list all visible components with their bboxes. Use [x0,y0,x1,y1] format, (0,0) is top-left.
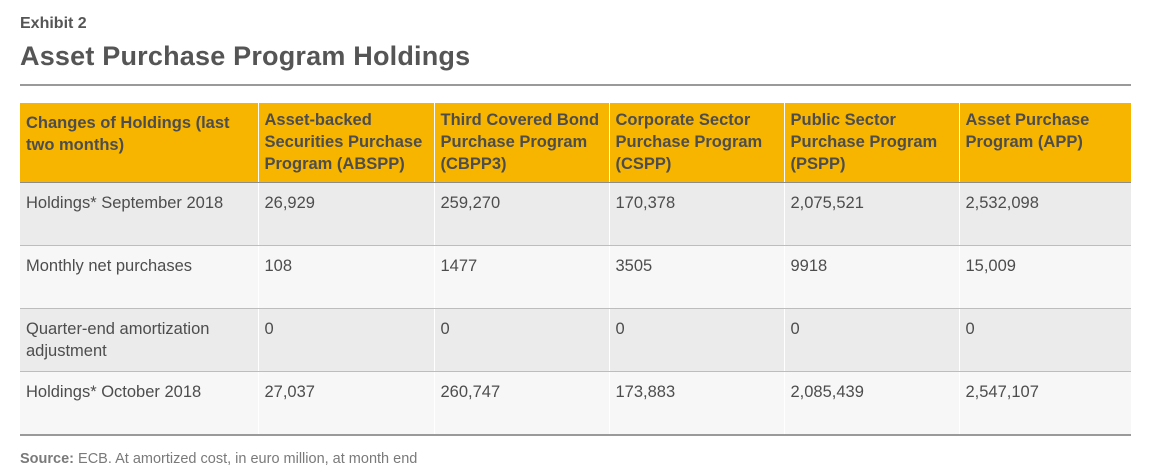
table-cell: 9918 [783,245,959,309]
table-cell: 1477 [433,245,609,309]
table-cell: 15,009 [958,245,1131,309]
table-cell: 173,883 [608,371,784,436]
table-cell: 0 [958,308,1131,372]
page-title: Asset Purchase Program Holdings [20,41,471,71]
table-cell: 2,085,439 [783,371,959,436]
table-cell: 260,747 [433,371,609,436]
holdings-table: Changes of Holdings (last two months) As… [20,103,1131,436]
header-cspp: Corporate Sector Purchase Program (CSPP) [608,103,784,183]
table-row: Holdings* October 2018 27,037 260,747 17… [20,371,1131,436]
table-header-row: Changes of Holdings (last two months) As… [20,103,1131,183]
table-row: Quarter-end amortization adjustment 0 0 … [20,308,1131,372]
row-label: Holdings* September 2018 [20,182,258,246]
table-cell: 2,075,521 [783,182,959,246]
source-label: Source: [20,451,74,467]
source-text: ECB. At amortized cost, in euro million,… [74,451,418,467]
title-divider [20,84,1131,86]
header-changes-of-holdings: Changes of Holdings (last two months) [20,103,258,183]
table-cell: 0 [608,308,784,372]
header-app: Asset Purchase Program (APP) [958,103,1131,183]
table-cell: 2,532,098 [958,182,1131,246]
table-cell: 259,270 [433,182,609,246]
table-cell: 108 [257,245,434,309]
table-cell: 0 [433,308,609,372]
header-abspp: Asset-backed Securities Purchase Program… [257,103,434,183]
table-cell: 2,547,107 [958,371,1131,436]
header-cbpp3: Third Covered Bond Purchase Program (CBP… [433,103,609,183]
table-cell: 26,929 [257,182,434,246]
table-cell: 27,037 [257,371,434,436]
source-note: Source: ECB. At amortized cost, in euro … [20,451,417,467]
table-row: Monthly net purchases 108 1477 3505 9918… [20,245,1131,309]
table-cell: 170,378 [608,182,784,246]
row-label: Monthly net purchases [20,245,258,309]
table-cell: 3505 [608,245,784,309]
row-label: Holdings* October 2018 [20,371,258,436]
table-row: Holdings* September 2018 26,929 259,270 … [20,182,1131,246]
table-cell: 0 [257,308,434,372]
table-cell: 0 [783,308,959,372]
header-pspp: Public Sector Purchase Program (PSPP) [783,103,959,183]
row-label: Quarter-end amortization adjustment [20,308,258,372]
exhibit-label: Exhibit 2 [20,15,87,32]
